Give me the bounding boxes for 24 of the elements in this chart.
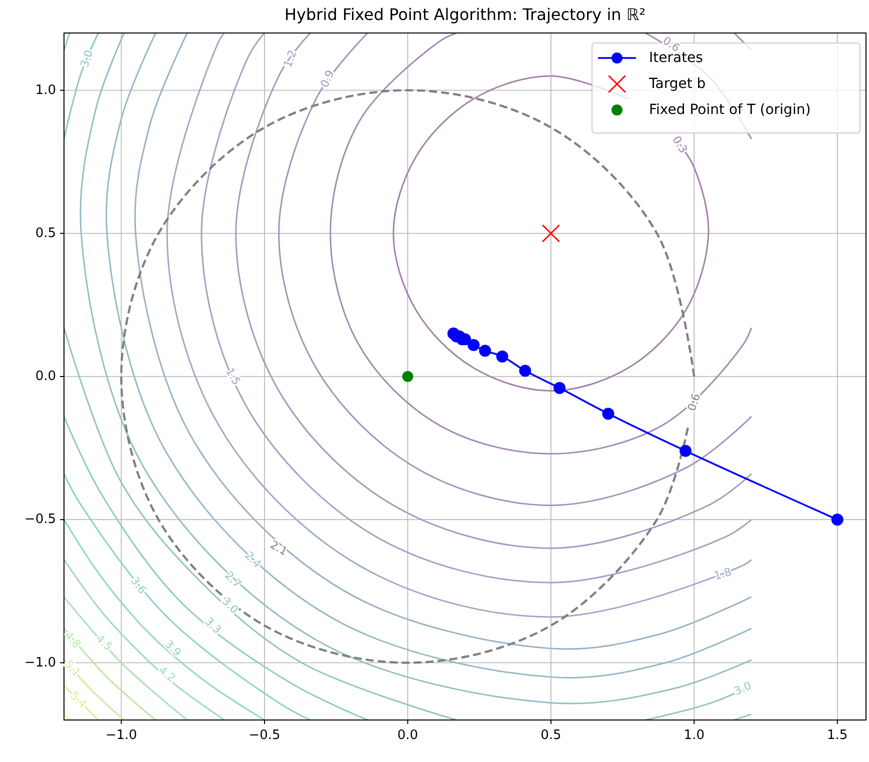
- y-tick-label: 0.0: [35, 369, 56, 384]
- x-tick-label: 1.5: [827, 728, 848, 743]
- annotation: 2.4: [242, 548, 264, 570]
- x-tick-label: 1.0: [684, 728, 704, 743]
- chart-title: Hybrid Fixed Point Algorithm: Trajectory in ℝ²: [284, 5, 646, 24]
- y-tick-label: 1.0: [35, 82, 56, 98]
- annotation: 3.6: [128, 574, 149, 596]
- x-tick-label: 0.5: [540, 728, 562, 743]
- annotation: 1.2: [281, 48, 300, 70]
- annotation: 2.7: [222, 568, 244, 591]
- legend-label: Target b: [648, 76, 706, 92]
- y-tick-label: −0.5: [24, 512, 56, 528]
- x-tick-label: −1.0: [105, 728, 138, 743]
- annotation: 0.6: [685, 392, 704, 413]
- annotation: 3.9: [162, 638, 184, 660]
- annotation: 2.1: [268, 538, 290, 558]
- annotation: 5.1: [62, 658, 84, 680]
- annotation: 3.0: [732, 679, 754, 698]
- annotation: 0.3: [670, 134, 690, 156]
- y-tick-label: 0.5: [35, 226, 56, 241]
- y-tick-label: −1.0: [24, 655, 56, 670]
- x-tick-label: 0.0: [397, 728, 418, 743]
- legend-label: Fixed Point of T (origin): [649, 102, 811, 118]
- x-tick-label: −0.5: [248, 728, 280, 743]
